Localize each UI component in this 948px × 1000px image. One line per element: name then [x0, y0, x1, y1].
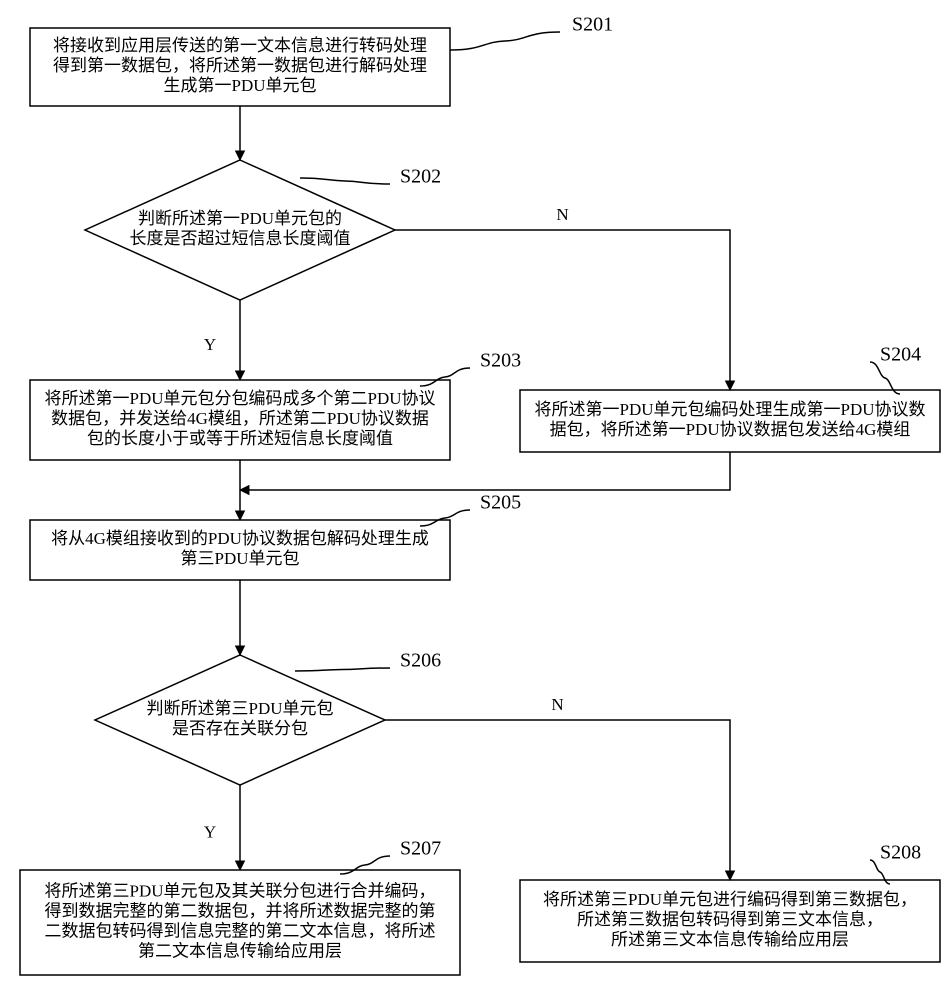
node-text: 包的长度小于或等于所述短信息长度阈值 — [87, 429, 393, 448]
leader-line — [450, 32, 560, 50]
step-id-s205: S205 — [480, 492, 521, 514]
node-text: 得到数据完整的第二数据包，并将所述数据完整的第 — [45, 901, 436, 920]
node-text: 生成第一PDU单元包 — [163, 76, 316, 95]
leader-line — [295, 668, 390, 671]
node-text: 第二文本信息传输给应用层 — [138, 941, 342, 960]
edge-label: Y — [204, 335, 216, 354]
node-text: 长度是否超过短信息长度阈值 — [130, 229, 351, 248]
node-s204: 将所述第一PDU单元包编码处理生成第一PDU协议数据包，将所述第一PDU协议数据… — [520, 390, 940, 452]
node-text: 将所述第三PDU单元包进行编码得到第三数据包， — [543, 890, 917, 909]
node-text: 判断所述第一PDU单元包的 — [138, 209, 342, 228]
node-s205: 将从4G模组接收到的PDU协议数据包解码处理生成第三PDU单元包 — [30, 520, 450, 580]
edge-label: N — [556, 205, 568, 224]
node-s207: 将所述第三PDU单元包及其关联分包进行合并编码，得到数据完整的第二数据包，并将所… — [20, 870, 460, 975]
node-text: 将所述第一PDU单元包分包编码成多个第二PDU协议 — [44, 389, 435, 408]
node-text: 第三PDU单元包 — [180, 549, 299, 568]
node-text: 是否存在关联分包 — [172, 719, 308, 738]
step-id-s202: S202 — [400, 166, 441, 188]
edge: Y — [204, 785, 240, 870]
step-id-s208: S208 — [880, 842, 921, 864]
node-text: 将所述第一PDU单元包编码处理生成第一PDU协议数 — [534, 400, 925, 419]
step-id-s203: S203 — [480, 350, 521, 372]
node-text: 将所述第三PDU单元包及其关联分包进行合并编码， — [44, 881, 435, 900]
step-id-s204: S204 — [880, 344, 921, 366]
node-text: 判断所述第三PDU单元包 — [146, 699, 333, 718]
step-id-s207: S207 — [400, 838, 441, 860]
edge: N — [395, 205, 730, 390]
node-text: 二数据包转码得到信息完整的第二文本信息，将所述 — [45, 921, 436, 940]
node-text: 将从4G模组接收到的PDU协议数据包解码处理生成 — [51, 529, 429, 548]
node-s203: 将所述第一PDU单元包分包编码成多个第二PDU协议数据包，并发送给4G模组，所述… — [30, 380, 450, 460]
node-text: 将接收到应用层传送的第一文本信息进行转码处理 — [53, 36, 427, 55]
edge: Y — [204, 300, 240, 380]
step-id-s206: S206 — [400, 650, 441, 672]
node-s208: 将所述第三PDU单元包进行编码得到第三数据包，所述第三数据包转码得到第三文本信息… — [520, 880, 940, 962]
edge-label: Y — [204, 822, 216, 841]
step-id-s201: S201 — [572, 14, 613, 36]
leader-line — [300, 178, 390, 184]
node-text: 数据包，并发送给4G模组，所述第二PDU协议数据 — [51, 409, 429, 428]
node-s206: 判断所述第三PDU单元包是否存在关联分包 — [95, 655, 385, 785]
node-text: 所述第三文本信息传输给应用层 — [611, 930, 849, 949]
node-s201: 将接收到应用层传送的第一文本信息进行转码处理得到第一数据包，将所述第一数据包进行… — [30, 28, 450, 106]
node-text: 得到第一数据包，将所述第一数据包进行解码处理 — [53, 56, 427, 75]
node-text: 据包，将所述第一PDU协议数据包发送给4G模组 — [550, 420, 911, 439]
node-text: 所述第三数据包转码得到第三文本信息， — [577, 910, 883, 929]
edge-label: N — [551, 695, 563, 714]
leader-line — [870, 362, 900, 394]
